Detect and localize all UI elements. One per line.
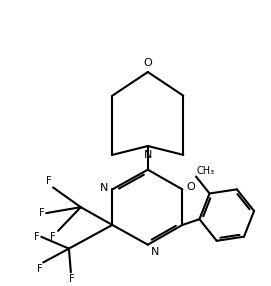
Text: N: N — [100, 183, 108, 193]
Text: N: N — [144, 150, 152, 160]
Text: F: F — [46, 176, 51, 186]
Text: O: O — [186, 182, 195, 192]
Text: F: F — [69, 274, 75, 284]
Text: N: N — [151, 247, 159, 257]
Text: F: F — [50, 232, 56, 242]
Text: F: F — [34, 232, 39, 242]
Text: O: O — [143, 58, 152, 68]
Text: F: F — [38, 208, 44, 218]
Text: CH₃: CH₃ — [197, 166, 215, 176]
Text: F: F — [37, 264, 42, 274]
